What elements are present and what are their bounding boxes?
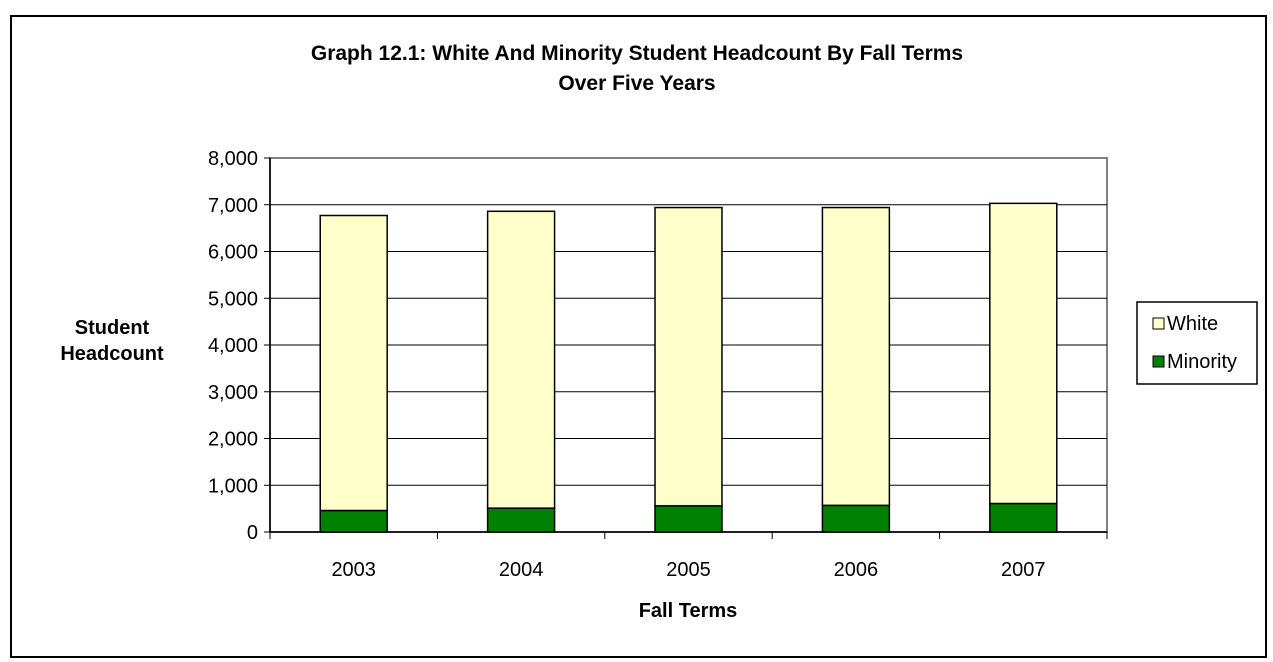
y-tick-label: 2,000 xyxy=(208,429,258,451)
y-tick-label: 6,000 xyxy=(208,242,258,264)
bars xyxy=(319,202,1058,533)
bar-minority xyxy=(821,504,891,533)
y-tick-label: 1,000 xyxy=(208,475,258,497)
x-tick-label: 2003 xyxy=(331,559,376,581)
x-tick-label: 2005 xyxy=(666,559,711,581)
y-tick-label: 3,000 xyxy=(208,382,258,404)
bar-white xyxy=(654,206,723,507)
bar-white xyxy=(486,210,556,509)
chart-subtitle: Over Five Years xyxy=(558,72,715,95)
legend-swatch-white xyxy=(1152,317,1165,330)
bar-minority xyxy=(989,502,1058,533)
y-tick-label: 7,000 xyxy=(208,195,258,217)
x-axis-title: Fall Terms xyxy=(639,600,738,622)
bar-white xyxy=(821,206,891,507)
legend-label-white: White xyxy=(1167,313,1218,335)
x-tick-label: 2006 xyxy=(834,559,879,581)
legend-swatch-minority xyxy=(1152,355,1165,368)
legend-box xyxy=(1136,301,1258,385)
legend-label-minority: Minority xyxy=(1167,351,1237,373)
x-axis: 2003 2004 2005 2006 2007 xyxy=(269,531,1108,581)
y-axis-title-line-2: Headcount xyxy=(60,343,164,365)
legend: White Minority xyxy=(1136,301,1258,385)
bar-white xyxy=(319,214,388,512)
y-tick-label: 0 xyxy=(247,522,258,544)
bar-minority xyxy=(654,505,723,533)
bar-minority xyxy=(319,509,388,533)
x-tick-label: 2004 xyxy=(499,559,544,581)
y-tick-label: 4,000 xyxy=(208,335,258,357)
x-tick-label: 2007 xyxy=(1001,559,1046,581)
chart-title: Graph 12.1: White And Minority Student H… xyxy=(311,42,963,65)
bar-white xyxy=(989,202,1058,505)
bar-minority xyxy=(486,507,556,533)
y-tick-label: 8,000 xyxy=(208,148,258,170)
y-tick-label: 5,000 xyxy=(208,288,258,310)
y-axis-title-line-1: Student xyxy=(75,317,150,339)
y-axis: 0 1,000 2,000 3,000 4,000 5,000 6,000 7,000 8,00… xyxy=(208,148,271,544)
